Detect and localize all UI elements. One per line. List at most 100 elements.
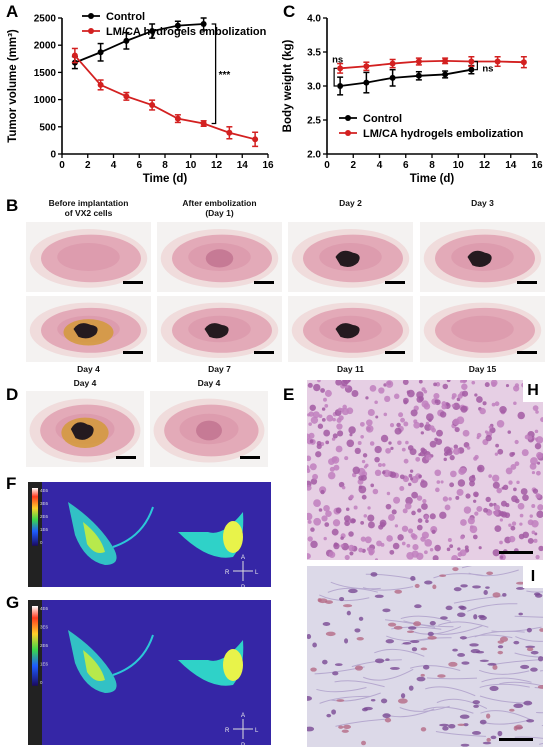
cell-nucleus	[313, 499, 321, 508]
signal-left-core	[83, 522, 105, 553]
x-tick-label: 6	[403, 160, 409, 171]
cell-nucleus	[520, 664, 530, 670]
x-tick-label: 2	[350, 160, 356, 171]
y-tick-label: 0	[50, 150, 56, 161]
cell-nucleus	[530, 457, 538, 465]
cell-nucleus	[452, 648, 458, 652]
fiber	[479, 683, 530, 688]
cell-nucleus	[429, 425, 435, 431]
scale-bar	[116, 456, 136, 459]
cell-nucleus	[459, 606, 467, 611]
cell-nucleus	[477, 464, 485, 473]
cell-nucleus	[538, 545, 543, 552]
cell-nucleus	[451, 396, 455, 400]
y-tick-label: 1000	[34, 95, 57, 106]
cell-nucleus	[473, 491, 479, 498]
tumor-volume-chart: 0 2 4 6 8 10 12 14 16 0 500 1000 1500 2000 2500 Time (d…	[7, 11, 274, 185]
cell-nucleus	[534, 442, 542, 450]
cell-nucleus	[385, 380, 394, 388]
cell-nucleus	[417, 508, 422, 513]
cell-nucleus	[421, 448, 428, 455]
x-tick-label: 14	[505, 160, 517, 171]
cell-nucleus	[393, 496, 401, 504]
cell-nucleus	[499, 540, 503, 545]
cell-nucleus	[497, 448, 504, 455]
cell-nucleus	[472, 700, 480, 705]
cell-nucleus	[344, 456, 349, 461]
x-axis-label: Time (d)	[410, 173, 455, 185]
cell-nucleus	[346, 439, 355, 448]
cell-nucleus	[489, 502, 494, 507]
tumor-photo	[26, 391, 144, 467]
orientation-label: L	[255, 728, 259, 734]
cell-nucleus	[422, 664, 430, 670]
cell-nucleus	[500, 511, 508, 518]
cell-nucleus	[416, 552, 424, 560]
cell-nucleus	[317, 423, 324, 429]
cell-nucleus	[358, 547, 364, 553]
fiber	[514, 615, 543, 618]
cell-nucleus	[358, 616, 364, 621]
fiber	[481, 677, 532, 683]
signal-left-trail	[112, 634, 154, 676]
cell-nucleus	[523, 700, 533, 706]
cell-nucleus	[508, 535, 516, 543]
cell-nucleus	[331, 709, 337, 715]
cell-nucleus	[526, 627, 532, 633]
cell-nucleus	[460, 584, 468, 588]
cell-nucleus	[338, 415, 344, 421]
cell-nucleus	[364, 536, 372, 544]
cell-nucleus	[335, 445, 343, 453]
cell-nucleus	[336, 423, 343, 430]
scale-bar	[499, 738, 533, 741]
cell-nucleus	[472, 534, 478, 540]
y-tick-label: 500	[39, 122, 56, 133]
significance-bracket	[211, 23, 217, 125]
scale-bar	[517, 281, 537, 284]
fiber	[438, 621, 489, 628]
cell-nucleus	[513, 703, 524, 708]
cell-nucleus	[334, 663, 343, 667]
data-point	[174, 115, 181, 122]
cell-nucleus	[464, 545, 469, 550]
cell-nucleus	[429, 620, 436, 626]
cell-nucleus	[492, 481, 500, 489]
cell-nucleus	[420, 673, 425, 677]
cell-nucleus	[460, 535, 465, 540]
cell-nucleus	[534, 532, 538, 536]
cell-nucleus	[532, 405, 539, 412]
data-point	[442, 71, 449, 78]
tissue-drawing	[29, 398, 141, 463]
tissue-drawing	[423, 229, 542, 288]
panel-label-a: A	[6, 2, 19, 21]
cell-nucleus	[520, 488, 528, 495]
cell-nucleus	[344, 515, 351, 522]
tumor-photo	[420, 222, 545, 292]
cell-nucleus	[457, 653, 466, 657]
cell-nucleus	[461, 661, 470, 665]
cell-nucleus	[452, 402, 460, 411]
panel-label-i: I	[523, 566, 543, 588]
cell-nucleus	[495, 443, 499, 448]
cell-nucleus	[427, 631, 434, 637]
cell-nucleus	[370, 698, 376, 702]
cell-nucleus	[479, 719, 487, 725]
cell-nucleus	[497, 640, 504, 644]
cell-nucleus	[443, 446, 452, 454]
cell-nucleus	[356, 636, 364, 641]
cell-nucleus	[307, 519, 312, 524]
cell-nucleus	[389, 423, 395, 428]
tissue-drawing	[160, 229, 279, 288]
colorbar-tick-label: 1E6	[40, 661, 49, 666]
cell-nucleus	[361, 740, 367, 746]
fiber	[515, 636, 543, 642]
cell-nucleus	[443, 457, 447, 462]
cell-nucleus	[514, 383, 520, 388]
x-axis-label: Time (d)	[143, 173, 188, 185]
colorbar-tick-label: 0	[40, 680, 43, 685]
cell-nucleus	[505, 384, 510, 388]
cell-nucleus	[381, 463, 386, 467]
tissue-drawing	[423, 302, 542, 359]
cell-nucleus	[410, 477, 414, 481]
cell-nucleus	[367, 408, 375, 416]
